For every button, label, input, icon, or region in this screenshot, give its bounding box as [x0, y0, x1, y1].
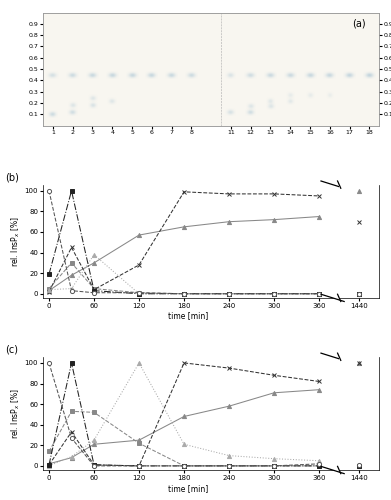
Y-axis label: rel. InsP$_x$ [%]: rel. InsP$_x$ [%]: [9, 216, 22, 266]
Text: (a): (a): [352, 18, 366, 28]
X-axis label: time [min]: time [min]: [168, 484, 208, 492]
X-axis label: time [min]: time [min]: [168, 312, 208, 320]
Y-axis label: rel. InsP$_x$ [%]: rel. InsP$_x$ [%]: [9, 388, 22, 439]
Text: (c): (c): [5, 344, 18, 354]
Text: (b): (b): [5, 172, 19, 182]
